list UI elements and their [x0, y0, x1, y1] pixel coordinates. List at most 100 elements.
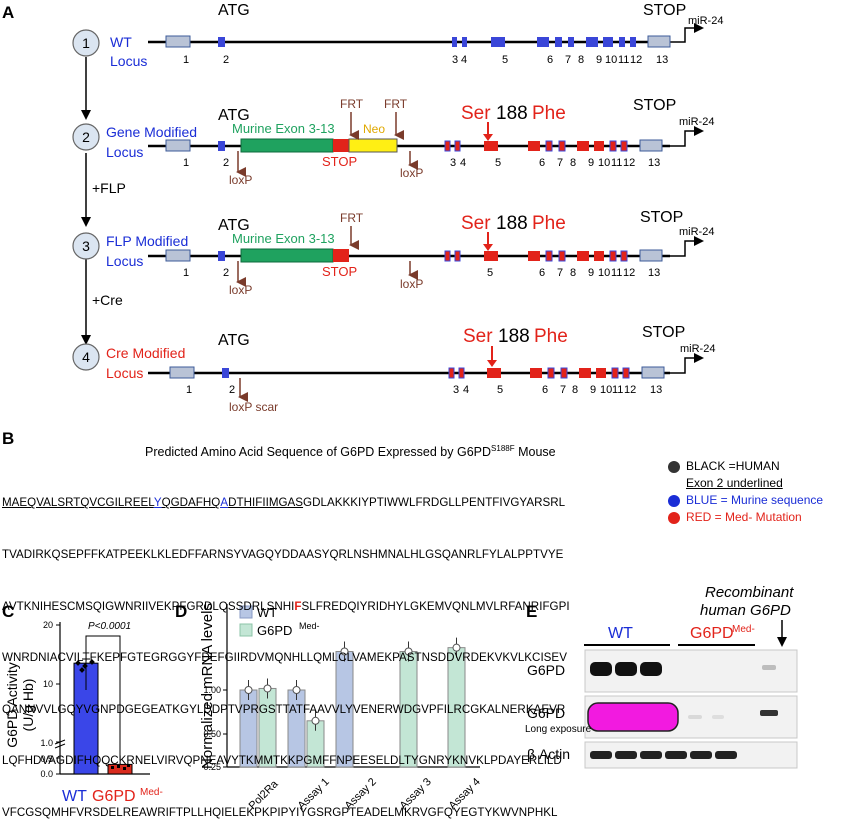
svg-text:4: 4: [461, 54, 467, 66]
chart-c-xlabel-wt: WT: [62, 788, 87, 805]
svg-text:STOP: STOP: [633, 97, 676, 114]
panel-label-e: E: [526, 602, 537, 621]
svg-text:8: 8: [578, 54, 584, 66]
svg-text:2: 2: [229, 384, 235, 396]
panel-label-a: A: [2, 3, 14, 22]
svg-text:miR-24: miR-24: [680, 343, 715, 355]
svg-text:FRT: FRT: [340, 211, 364, 225]
locus-3-name: FLP Modified: [106, 233, 188, 249]
svg-text:7: 7: [560, 384, 566, 396]
svg-text:FRT: FRT: [384, 97, 408, 111]
svg-text:1: 1: [183, 157, 189, 169]
legend-blue: BLUE = Murine sequence: [668, 492, 823, 509]
svg-text:7: 7: [565, 54, 571, 66]
amino-acid-sequence: MAEQVALSRTQVCGILREELYQGDAFHQADTHIFIIMGAS…: [2, 460, 642, 838]
svg-text:3: 3: [452, 54, 458, 66]
svg-text:0.25: 0.25: [203, 762, 221, 772]
sequence-line-5: QANNVVLGQYVGNPDGEGEATKGYLDDPTVPRGSTTATFA…: [2, 702, 566, 716]
svg-text:4: 4: [463, 384, 469, 396]
chart-d-legend-wt-swatch: [239, 605, 253, 619]
svg-text:13: 13: [650, 384, 662, 396]
locus-3-name-2: Locus: [106, 253, 143, 269]
svg-text:STOP: STOP: [322, 154, 357, 169]
black-dot-icon: [668, 460, 680, 473]
svg-text:Phe: Phe: [532, 213, 566, 234]
chart-d-legend-med: G6PD: [257, 623, 292, 638]
svg-text:loxP: loxP: [229, 283, 252, 297]
svg-text:6: 6: [542, 384, 548, 396]
chart-c-ytick-1: 1.0: [40, 738, 53, 748]
svg-text:11: 11: [618, 54, 629, 66]
recombinant-label-1: Recombinant: [705, 584, 794, 601]
svg-text:12: 12: [623, 157, 635, 169]
svg-text:loxP: loxP: [400, 166, 423, 180]
step-circle-1: 1: [72, 29, 100, 57]
panel-label-b: B: [2, 429, 14, 448]
step-circle-2: 2: [72, 123, 100, 151]
panel-label-d: D: [175, 602, 187, 621]
chart-d-point-3: [404, 647, 413, 656]
svg-text:5: 5: [502, 54, 508, 66]
blot-row-actin: β Actin: [527, 746, 570, 762]
svg-text:9: 9: [596, 54, 602, 66]
chart-c-points-med: [111, 764, 130, 770]
figure-canvas: A +FLP +Cre 1 2 3 4 WT Locus Gene Modifi…: [2, 2, 798, 812]
legend-red: RED = Med- Mutation: [668, 509, 823, 526]
svg-text:9: 9: [590, 384, 596, 396]
chart-c-ylabel-2: (U/g Hb): [20, 679, 36, 732]
svg-text:10: 10: [600, 384, 612, 396]
chart-c-ytick-20: 20: [43, 620, 53, 630]
chart-d-point-1: [311, 716, 320, 725]
svg-text:2: 2: [223, 267, 229, 279]
svg-text:loxP scar: loxP scar: [229, 400, 278, 414]
svg-text:STOP: STOP: [642, 324, 685, 341]
svg-text:Phe: Phe: [532, 103, 566, 124]
sequence-line-3: AVTKNIHESCMSQIGWNRIIVEKPFGRDLQSSDRLSNHIF…: [2, 599, 570, 613]
blot-med-label: G6PD: [690, 625, 734, 642]
locus-4-name: Cre Modified: [106, 345, 185, 361]
blot-row-long-exposure: Long exposure: [525, 724, 592, 735]
chart-c-xlabel-med: G6PD: [92, 788, 136, 805]
panel-label-c: C: [2, 602, 14, 621]
svg-text:6: 6: [547, 54, 553, 66]
sequence-line-6: LQFHDVAGDIFHQQCKRNELVIRVQPNEAVYTKMMTKKPG…: [2, 754, 562, 768]
svg-text:3: 3: [450, 157, 456, 169]
chart-d-legend-med-swatch: [239, 623, 253, 637]
svg-text:Med-: Med-: [732, 624, 755, 635]
recombinant-label-2: human G6PD: [700, 602, 791, 619]
locus-2-name: Gene Modified: [106, 124, 197, 140]
svg-text:loxP: loxP: [400, 277, 423, 291]
sequence-line-2: TVADIRKQSEPFFKATPEEKLKLEDFFARNSYVAGQYDDA…: [2, 548, 564, 562]
chart-d-point-0: [263, 684, 272, 693]
locus-4-name-2: Locus: [106, 365, 143, 381]
svg-text:ATG: ATG: [218, 107, 250, 124]
svg-text:5: 5: [495, 157, 501, 169]
svg-text:8: 8: [570, 157, 576, 169]
svg-text:ATG: ATG: [218, 2, 250, 19]
svg-text:STOP: STOP: [322, 264, 357, 279]
chart-c-ytick-10: 10: [43, 679, 53, 689]
svg-text:7: 7: [557, 157, 563, 169]
svg-text:7: 7: [557, 267, 563, 279]
svg-text:188: 188: [496, 103, 528, 124]
chart-c-bar-med: [107, 763, 133, 775]
chart-d-point-2: [340, 647, 349, 656]
svg-text:0.50: 0.50: [203, 729, 221, 739]
svg-text:Neo: Neo: [363, 122, 385, 136]
step-circle-4: 4: [72, 343, 100, 371]
legend-underline: Exon 2 underlined: [686, 476, 783, 490]
svg-text:188: 188: [496, 213, 528, 234]
svg-text:1: 1: [183, 267, 189, 279]
svg-text:4: 4: [460, 157, 466, 169]
svg-text:ATG: ATG: [218, 332, 250, 349]
svg-text:3: 3: [82, 238, 90, 254]
svg-text:10: 10: [598, 157, 610, 169]
svg-text:Ser: Ser: [461, 213, 491, 234]
svg-text:miR-24: miR-24: [679, 116, 714, 128]
chart-c-points-wt: [75, 659, 95, 673]
western-blot: Recombinant human G6PD WT G6PD Med- G6PD…: [525, 584, 798, 769]
locus-2-name-2: Locus: [106, 144, 143, 160]
svg-text:13: 13: [648, 157, 660, 169]
chart-c-ytick-0: 0.0: [40, 769, 53, 779]
svg-text:11: 11: [612, 384, 623, 396]
